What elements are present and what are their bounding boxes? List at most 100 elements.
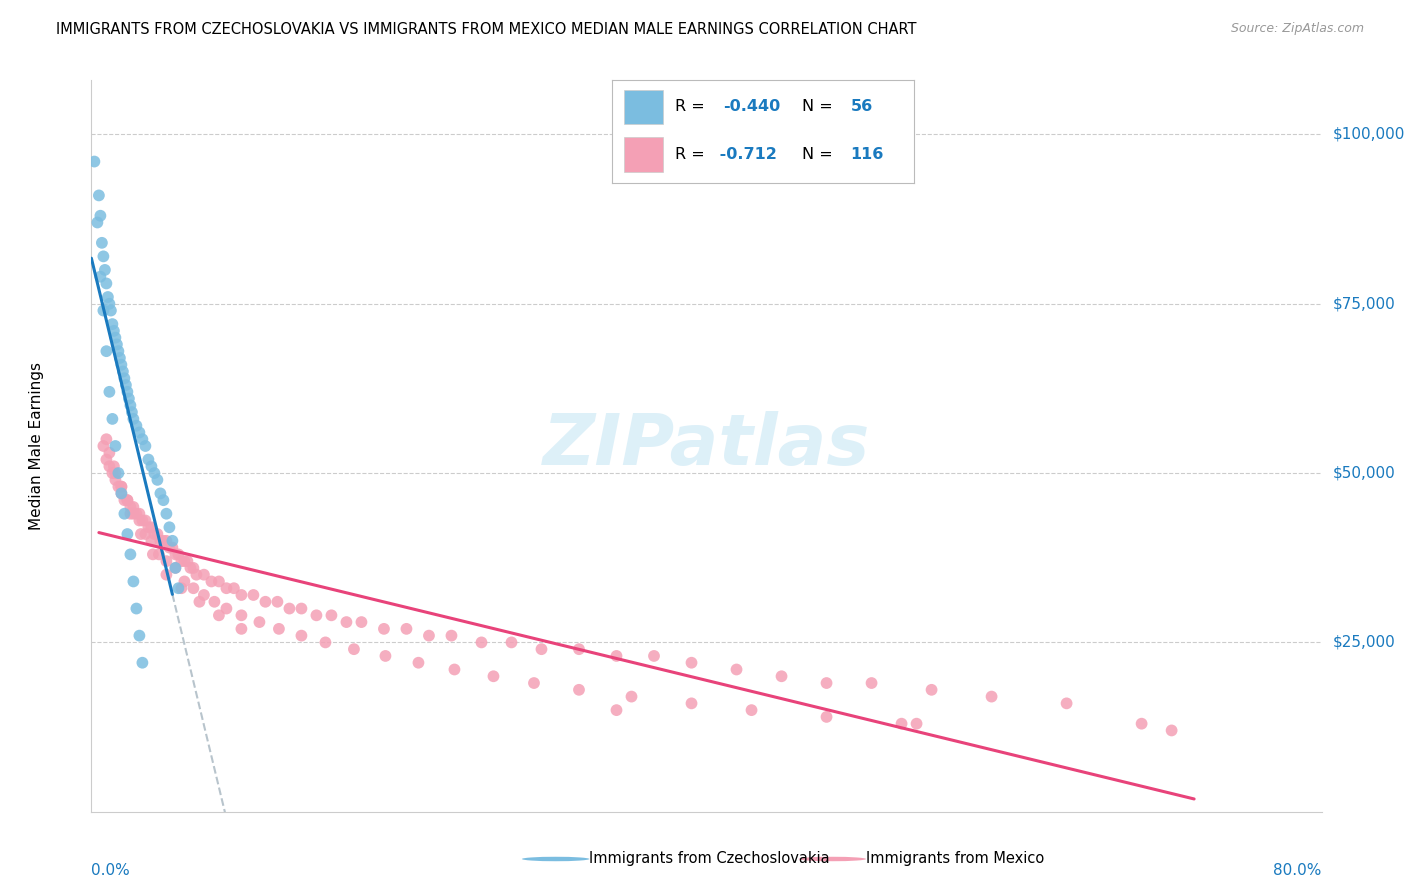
Point [96,277,118,291]
Point [155,554,177,568]
Point [1160,723,1182,738]
Point [117,493,139,508]
Point [202,595,225,609]
Point [155,507,177,521]
Point [200,574,222,589]
Point [128,629,150,643]
Point [104,466,127,480]
Point [620,690,643,704]
Point [142,547,165,561]
Point [152,533,174,548]
Point [146,527,169,541]
Point [860,676,883,690]
Point [96,344,118,359]
Point [215,581,238,595]
Point [501,635,523,649]
Text: N =: N = [801,146,838,161]
Point [110,486,132,500]
Point [122,574,145,589]
Point [470,635,492,649]
Point [90,235,112,250]
Point [134,439,156,453]
Point [111,364,134,378]
Point [681,656,703,670]
Point [173,554,195,568]
Point [101,317,124,331]
Point [183,581,205,595]
Point [89,269,111,284]
Point [125,601,148,615]
Point [98,446,121,460]
Text: -0.440: -0.440 [724,99,780,114]
Point [165,561,187,575]
Point [122,507,145,521]
Point [1056,697,1078,711]
Point [290,629,312,643]
Point [115,378,138,392]
Point [167,581,190,595]
Point [120,507,142,521]
Point [167,547,190,561]
Point [254,595,277,609]
Point [148,547,170,561]
Point [179,561,201,575]
Text: 80.0%: 80.0% [1274,863,1322,878]
Text: IMMIGRANTS FROM CZECHOSLOVAKIA VS IMMIGRANTS FROM MEXICO MEDIAN MALE EARNINGS CO: IMMIGRANTS FROM CZECHOSLOVAKIA VS IMMIGR… [56,22,917,37]
Point [104,439,127,453]
Text: $100,000: $100,000 [1333,127,1405,142]
Point [305,608,328,623]
Point [176,554,198,568]
Point [104,331,127,345]
Circle shape [799,856,866,862]
Point [162,533,184,548]
Point [373,622,395,636]
Text: 0.0%: 0.0% [91,863,131,878]
Point [131,432,153,446]
Point [128,514,150,528]
Point [128,507,150,521]
Point [980,690,1002,704]
Point [395,622,418,636]
Point [141,533,163,548]
Point [110,480,132,494]
Point [222,581,245,595]
Point [110,358,132,372]
Point [93,303,115,318]
Point [125,507,148,521]
Point [120,398,142,412]
Point [921,682,943,697]
Point [155,567,177,582]
Point [605,648,627,663]
Point [188,595,211,609]
Bar [624,89,664,124]
Point [335,615,357,629]
Circle shape [522,856,589,862]
Point [125,418,148,433]
Point [266,595,288,609]
Point [215,601,238,615]
Point [440,629,463,643]
Point [170,581,193,595]
Point [568,682,591,697]
Text: R =: R = [675,99,710,114]
Point [568,642,591,657]
Point [482,669,505,683]
Point [208,608,231,623]
Point [108,351,131,365]
Point [131,656,153,670]
Point [101,412,124,426]
Point [128,425,150,440]
Point [107,480,129,494]
Point [157,520,180,534]
Point [186,567,208,582]
Point [94,263,117,277]
Point [165,547,187,561]
Point [121,405,143,419]
Point [103,324,125,338]
Point [112,507,135,521]
Point [89,209,111,223]
Point [193,588,215,602]
Point [143,527,166,541]
Point [93,439,115,453]
Point [138,520,160,534]
